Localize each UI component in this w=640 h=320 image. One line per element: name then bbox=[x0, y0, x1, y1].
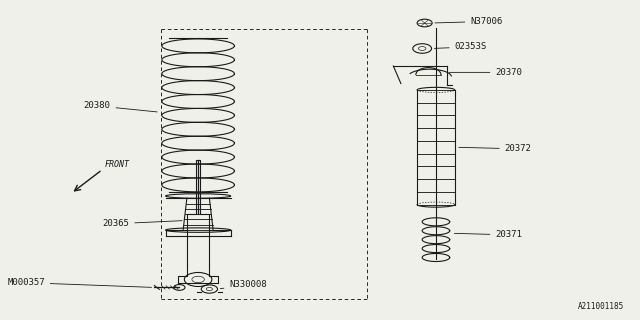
Text: 20365: 20365 bbox=[102, 219, 182, 228]
Text: A211001185: A211001185 bbox=[577, 302, 623, 311]
Text: 20380: 20380 bbox=[84, 101, 157, 112]
Text: N37006: N37006 bbox=[435, 17, 502, 26]
Text: 02353S: 02353S bbox=[435, 42, 487, 52]
Text: FRONT: FRONT bbox=[105, 160, 130, 169]
Text: 20370: 20370 bbox=[449, 68, 522, 77]
Text: N330008: N330008 bbox=[220, 280, 267, 289]
Text: 20372: 20372 bbox=[459, 144, 532, 153]
Text: 20371: 20371 bbox=[454, 230, 522, 239]
Text: M000357: M000357 bbox=[7, 278, 152, 287]
